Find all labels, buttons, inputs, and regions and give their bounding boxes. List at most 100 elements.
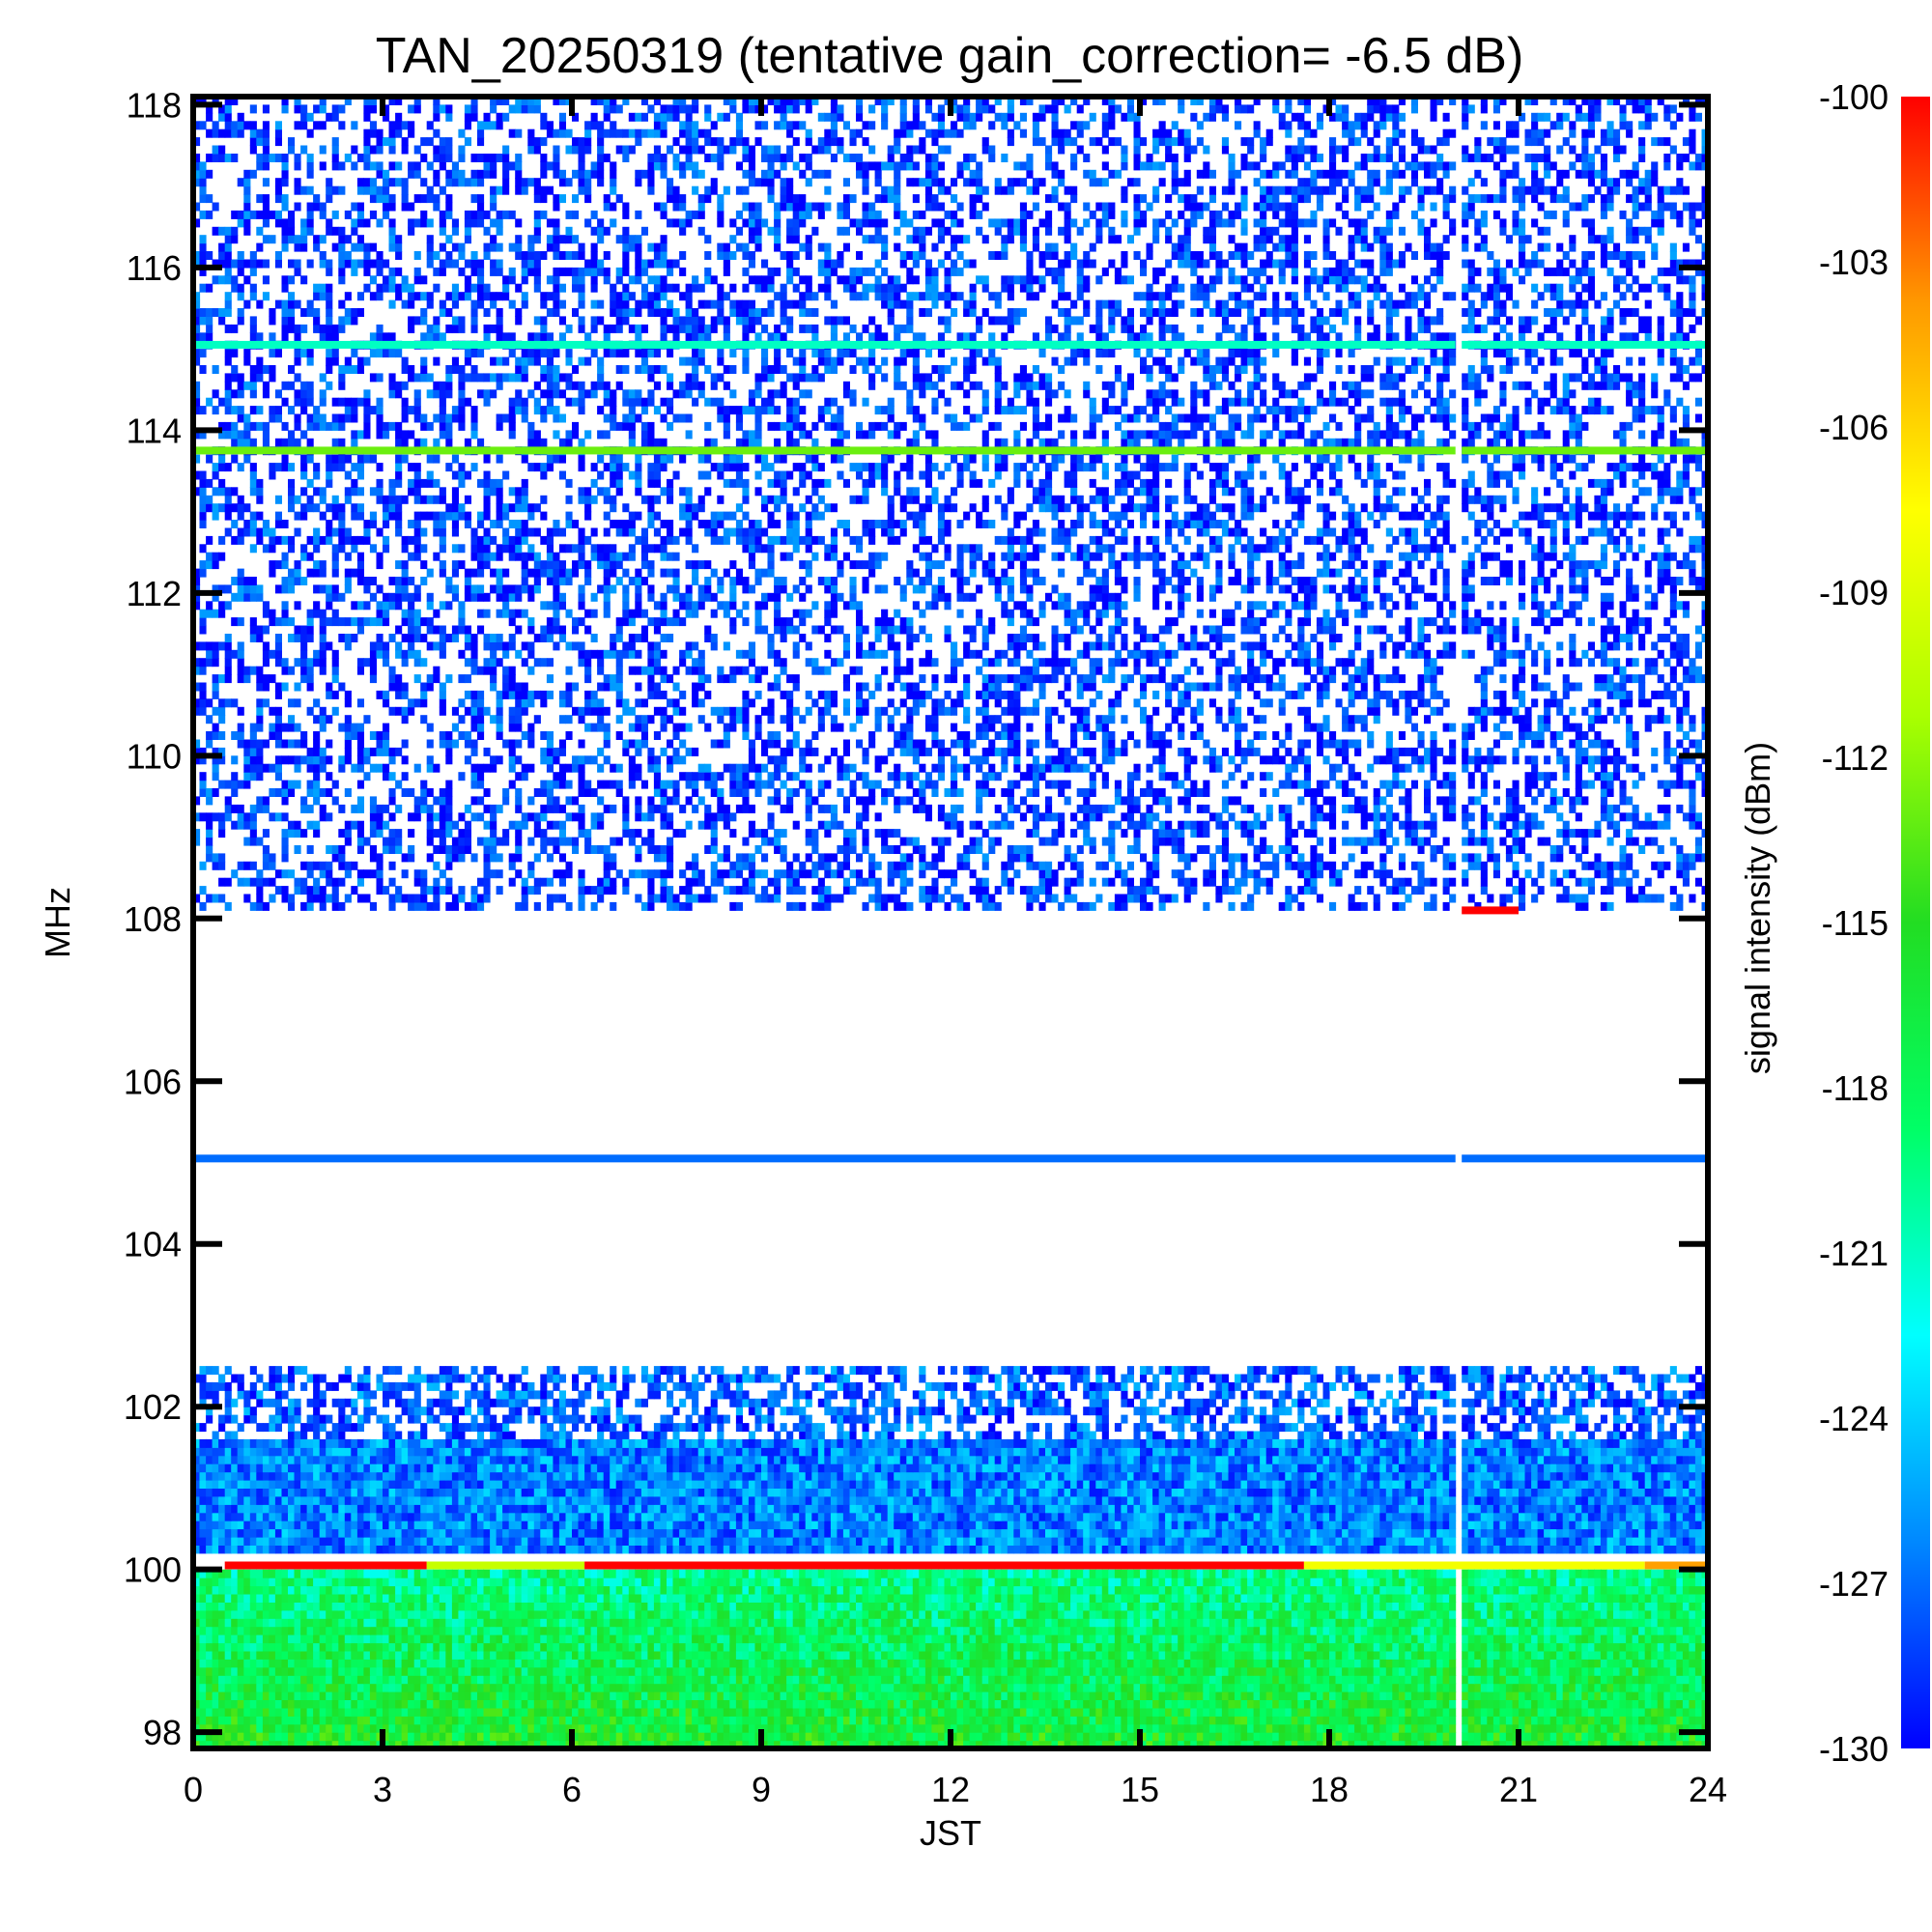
heatmap-cell — [799, 781, 806, 789]
heatmap-cell — [465, 584, 471, 593]
heatmap-cell — [1083, 805, 1090, 813]
heatmap-cell — [1001, 764, 1008, 773]
heatmap-cell — [288, 755, 295, 764]
heatmap-cell — [1399, 584, 1406, 593]
heatmap-cell — [395, 560, 402, 569]
heatmap-cell — [1095, 536, 1102, 545]
heatmap-cell — [1399, 878, 1406, 887]
heatmap-cell — [900, 862, 907, 870]
heatmap-cell — [729, 764, 736, 773]
heatmap-cell — [263, 610, 270, 618]
heatmap-cell — [1449, 862, 1456, 870]
heatmap-cell — [906, 569, 913, 578]
heatmap-cell — [768, 569, 775, 578]
heatmap-cell — [711, 593, 718, 602]
heatmap-cell — [584, 838, 591, 846]
heatmap-cell — [1065, 853, 1071, 862]
heatmap-cell — [925, 772, 932, 781]
heatmap-cell — [320, 764, 327, 773]
heatmap-cell — [1411, 584, 1418, 593]
heatmap-cell — [465, 569, 471, 578]
heatmap-cell — [931, 862, 938, 870]
heatmap-cell — [1329, 796, 1336, 805]
heatmap-cell — [1222, 805, 1229, 813]
heatmap-cell — [250, 838, 257, 846]
heatmap-cell — [786, 869, 793, 878]
heatmap-cell — [856, 715, 863, 724]
heatmap-cell — [1361, 658, 1368, 667]
heatmap-cell — [363, 715, 370, 724]
heatmap-cell — [629, 634, 636, 642]
heatmap-cell — [1424, 838, 1431, 846]
heatmap-cell — [313, 731, 320, 740]
heatmap-cell — [1613, 829, 1620, 838]
heatmap-cell — [213, 560, 219, 569]
heatmap-cell — [982, 895, 989, 903]
heatmap-cell — [982, 560, 989, 569]
heatmap-cell — [502, 641, 509, 650]
heatmap-cell — [1140, 878, 1147, 887]
heatmap-cell — [1645, 617, 1652, 626]
heatmap-cell — [338, 683, 345, 692]
heatmap-cell — [1095, 658, 1102, 667]
heatmap-cell — [925, 650, 932, 659]
heatmap-cell — [1152, 788, 1159, 797]
heatmap-cell — [647, 845, 654, 854]
heatmap-cell — [1272, 853, 1279, 862]
heatmap-cell — [282, 536, 289, 545]
heatmap-cell — [850, 764, 857, 773]
heatmap-cell — [1172, 869, 1179, 878]
heatmap-cell — [906, 683, 913, 692]
heatmap-cell — [900, 724, 907, 732]
heatmap-cell — [1513, 674, 1520, 683]
heatmap-cell — [768, 593, 775, 602]
heatmap-cell — [698, 698, 705, 707]
heatmap-cell — [843, 764, 850, 773]
heatmap-cell — [269, 610, 275, 618]
heatmap-cell — [1689, 560, 1695, 569]
heatmap-cell — [736, 536, 743, 545]
heatmap-cell — [976, 805, 982, 813]
heatmap-cell — [1519, 838, 1525, 846]
heatmap-cell — [1613, 626, 1620, 635]
heatmap-cell — [547, 781, 554, 789]
heatmap-cell — [824, 617, 831, 626]
heatmap-cell — [326, 772, 332, 781]
heatmap-cell — [238, 781, 244, 789]
heatmap-cell — [1493, 536, 1500, 545]
heatmap-cell — [1083, 553, 1090, 561]
heatmap-cell — [945, 601, 952, 610]
heatmap-cell — [1045, 715, 1052, 724]
heatmap-cell — [1342, 667, 1349, 675]
heatmap-cell — [1663, 577, 1670, 585]
heatmap-cell — [1474, 748, 1481, 756]
heatmap-cell — [497, 658, 503, 667]
heatmap-cell — [711, 788, 718, 797]
heatmap-cell — [1115, 658, 1122, 667]
heatmap-cell — [402, 895, 409, 903]
heatmap-cell — [540, 731, 547, 740]
heatmap-cell — [1405, 650, 1411, 659]
heatmap-cell — [1178, 878, 1184, 887]
heatmap-cell — [200, 569, 207, 578]
heatmap-cell — [1481, 617, 1488, 626]
heatmap-cell — [522, 691, 528, 699]
heatmap-cell — [282, 838, 289, 846]
heatmap-cell — [231, 781, 238, 789]
heatmap-cell — [698, 869, 705, 878]
heatmap-cell — [213, 674, 219, 683]
heatmap-cell — [661, 812, 668, 821]
heatmap-cell — [622, 796, 629, 805]
heatmap-cell — [831, 593, 838, 602]
heatmap-cell — [1399, 691, 1406, 699]
heatmap-cell — [1556, 698, 1563, 707]
heatmap-cell — [1576, 853, 1582, 862]
heatmap-cell — [1292, 829, 1298, 838]
heatmap-cell — [458, 610, 465, 618]
heatmap-cell — [837, 788, 843, 797]
heatmap-cell — [1077, 748, 1084, 756]
heatmap-cell — [686, 878, 693, 887]
heatmap-cell — [1222, 845, 1229, 854]
heatmap-cell — [1045, 796, 1052, 805]
heatmap-cell — [900, 683, 907, 692]
